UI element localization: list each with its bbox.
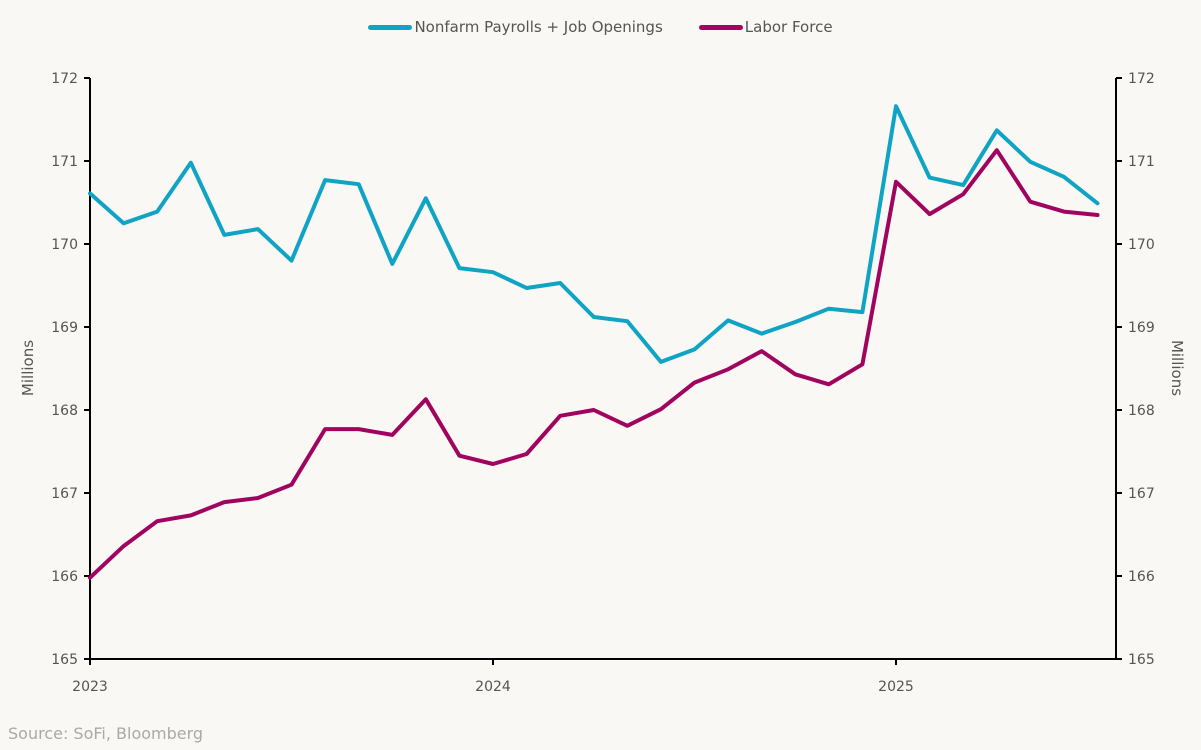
x-tick-label: 2023 bbox=[72, 679, 108, 695]
y-tick-label-left: 165 bbox=[51, 652, 78, 668]
legend-swatch-labor-force bbox=[698, 24, 743, 30]
source-note: Source: SoFi, Bloomberg bbox=[8, 724, 204, 743]
x-tick-label: 2025 bbox=[878, 679, 914, 695]
series-line-nonfarm-payrolls-job-openings bbox=[88, 104, 1100, 364]
y-tick-label-left: 166 bbox=[51, 569, 78, 585]
y-tick-label-left: 171 bbox=[51, 154, 78, 170]
legend-label-nonfarm: Nonfarm Payrolls + Job Openings bbox=[414, 18, 663, 36]
y-tick-label-left: 169 bbox=[51, 320, 78, 336]
legend: Nonfarm Payrolls + Job Openings Labor Fo… bbox=[0, 18, 1201, 36]
x-tick-label: 2024 bbox=[475, 679, 511, 695]
legend-swatch-nonfarm bbox=[368, 24, 413, 30]
y-tick-label-left: 168 bbox=[51, 403, 78, 419]
y-tick-label-right: 169 bbox=[1128, 320, 1155, 336]
axes: 165 165 166 166 167 167 168 168 169 169 170 170 171 1… bbox=[51, 71, 1155, 695]
legend-item-labor-force[interactable]: Labor Force bbox=[698, 18, 833, 36]
series-line-labor-force bbox=[88, 148, 1100, 580]
y-tick-label-right: 171 bbox=[1128, 154, 1155, 170]
y-tick-label-left: 167 bbox=[51, 486, 78, 502]
y-tick-label-right: 167 bbox=[1128, 486, 1155, 502]
y-tick-label-right: 172 bbox=[1128, 71, 1155, 87]
y-tick-label-right: 168 bbox=[1128, 403, 1155, 419]
y-tick-label-right: 166 bbox=[1128, 569, 1155, 585]
y-tick-label-right: 170 bbox=[1128, 237, 1155, 253]
y-axis-title-right: Millions bbox=[1168, 340, 1186, 396]
legend-label-labor-force: Labor Force bbox=[744, 18, 833, 36]
y-tick-label-left: 172 bbox=[51, 71, 78, 87]
legend-item-nonfarm[interactable]: Nonfarm Payrolls + Job Openings bbox=[368, 18, 663, 36]
y-tick-label-left: 170 bbox=[51, 237, 78, 253]
y-tick-label-right: 165 bbox=[1128, 652, 1155, 668]
series-group bbox=[88, 104, 1100, 580]
y-axis-title-left: Millions bbox=[19, 340, 37, 396]
